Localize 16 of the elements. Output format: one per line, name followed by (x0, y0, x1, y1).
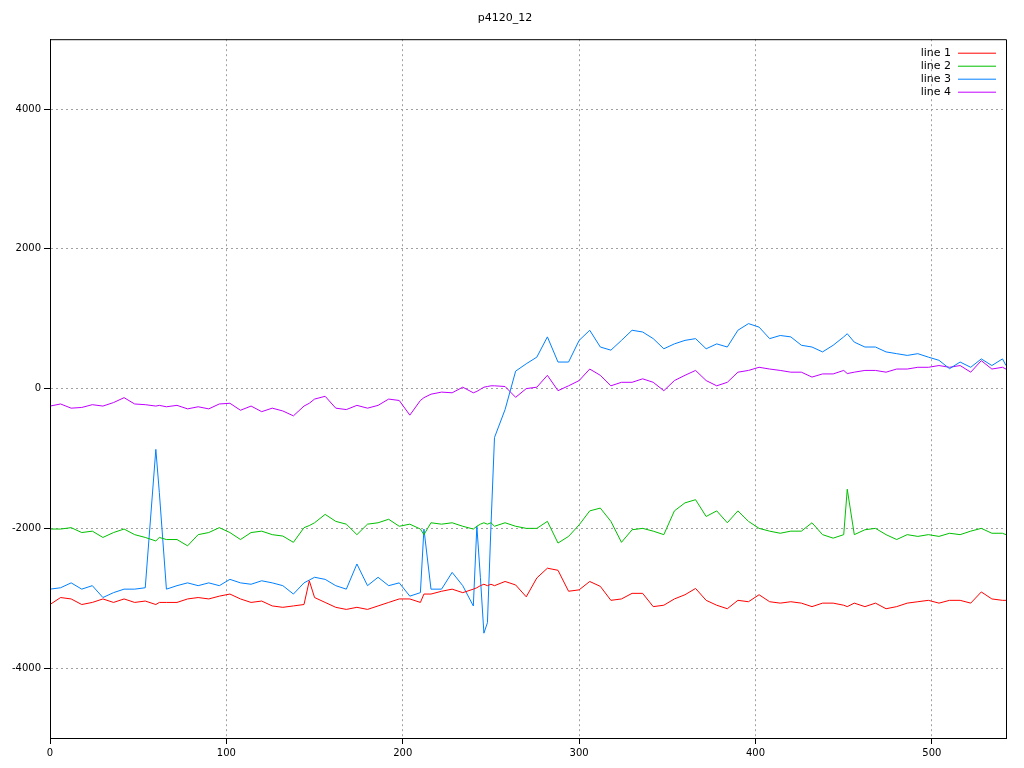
y-tick-label: 2000 (15, 242, 41, 254)
chart-title: p4120_12 (477, 11, 533, 25)
x-tick-label: 300 (569, 746, 589, 758)
legend-label: line 4 (920, 85, 951, 99)
x-tick-label: 400 (745, 746, 766, 758)
x-tick-label: 100 (216, 746, 236, 758)
y-tick-label: -2000 (11, 521, 41, 533)
y-tick-label: 4000 (15, 102, 41, 114)
legend-label: line 2 (920, 59, 951, 73)
y-tick-label: 0 (34, 382, 41, 394)
legend-label: line 1 (920, 46, 951, 60)
x-tick-label: 0 (46, 746, 54, 758)
x-tick-label: 500 (922, 746, 942, 758)
legend-label: line 3 (920, 72, 951, 86)
x-tick-label: 200 (393, 746, 413, 758)
y-tick-label: -4000 (11, 661, 41, 673)
